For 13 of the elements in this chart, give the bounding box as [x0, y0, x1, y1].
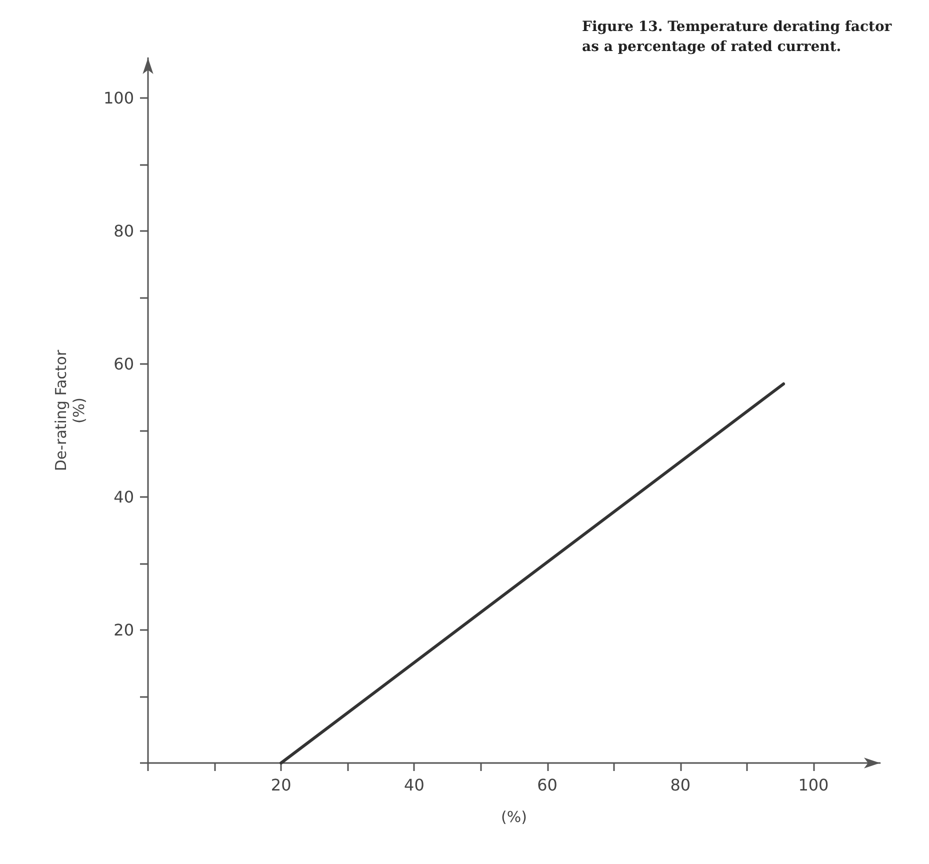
- x-tick-label: 40: [404, 776, 424, 794]
- x-tick-label: 60: [537, 776, 558, 794]
- y-tick-label: 40: [114, 487, 134, 506]
- y-tick-label: 20: [114, 620, 134, 640]
- y-axis-title: De-rating Factor (%): [52, 349, 88, 472]
- x-axis-title: (%): [501, 808, 527, 826]
- chart-title: Figure 13. Temperature derating factor as a percentage of rated current.: [582, 19, 897, 55]
- y-tick-label: 80: [114, 221, 134, 240]
- x-tick-label: 80: [670, 776, 691, 794]
- y-tick-label: 60: [114, 354, 134, 374]
- x-tick-label: 100: [798, 776, 829, 794]
- y-tick-label: 100: [103, 88, 134, 108]
- x-tick-label: 20: [270, 776, 292, 794]
